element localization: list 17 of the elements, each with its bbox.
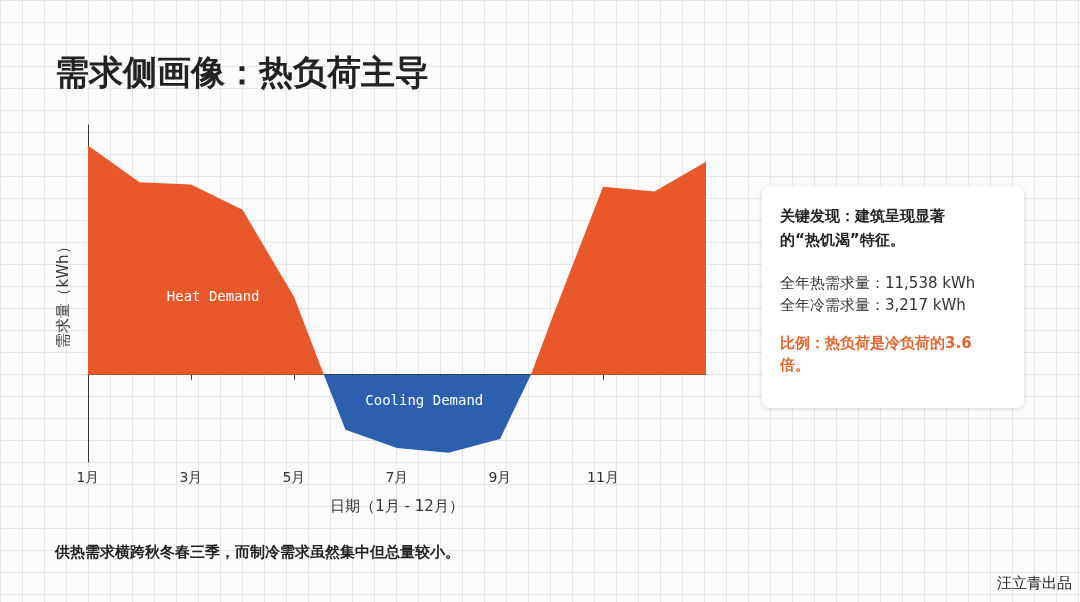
x-tick-label: 3月 [179, 469, 203, 485]
text: 汪立青出品 [997, 574, 1072, 593]
x-tick-label: 1月 [76, 469, 100, 485]
text: 全年冷需求量：3,217 kWh [780, 295, 967, 316]
x-axis-title: 日期（1月 - 12月） [330, 496, 464, 515]
text: 关键发现：建筑呈现显著的“热饥渴”特征。 [780, 206, 946, 251]
chart-title: 需求侧画像：热负荷主导 [55, 51, 429, 94]
series-label: Cooling Demand [365, 391, 484, 408]
y-axis-title: 需求量（kWh） [53, 239, 72, 348]
text: 比例：热负荷是冷负荷的3.6 倍。 [780, 333, 973, 376]
x-tick-label: 11月 [587, 469, 619, 485]
x-tick-label: 9月 [488, 469, 512, 485]
x-tick-label: 7月 [385, 469, 409, 485]
series-label: Heat Demand [166, 288, 260, 305]
text: 供热需求横跨秋冬春三季，而制冷需求虽然集中但总量较小。 [55, 543, 460, 562]
x-tick-label: 5月 [282, 469, 306, 485]
text: 全年热需求量：11,538 kWh [780, 273, 976, 294]
